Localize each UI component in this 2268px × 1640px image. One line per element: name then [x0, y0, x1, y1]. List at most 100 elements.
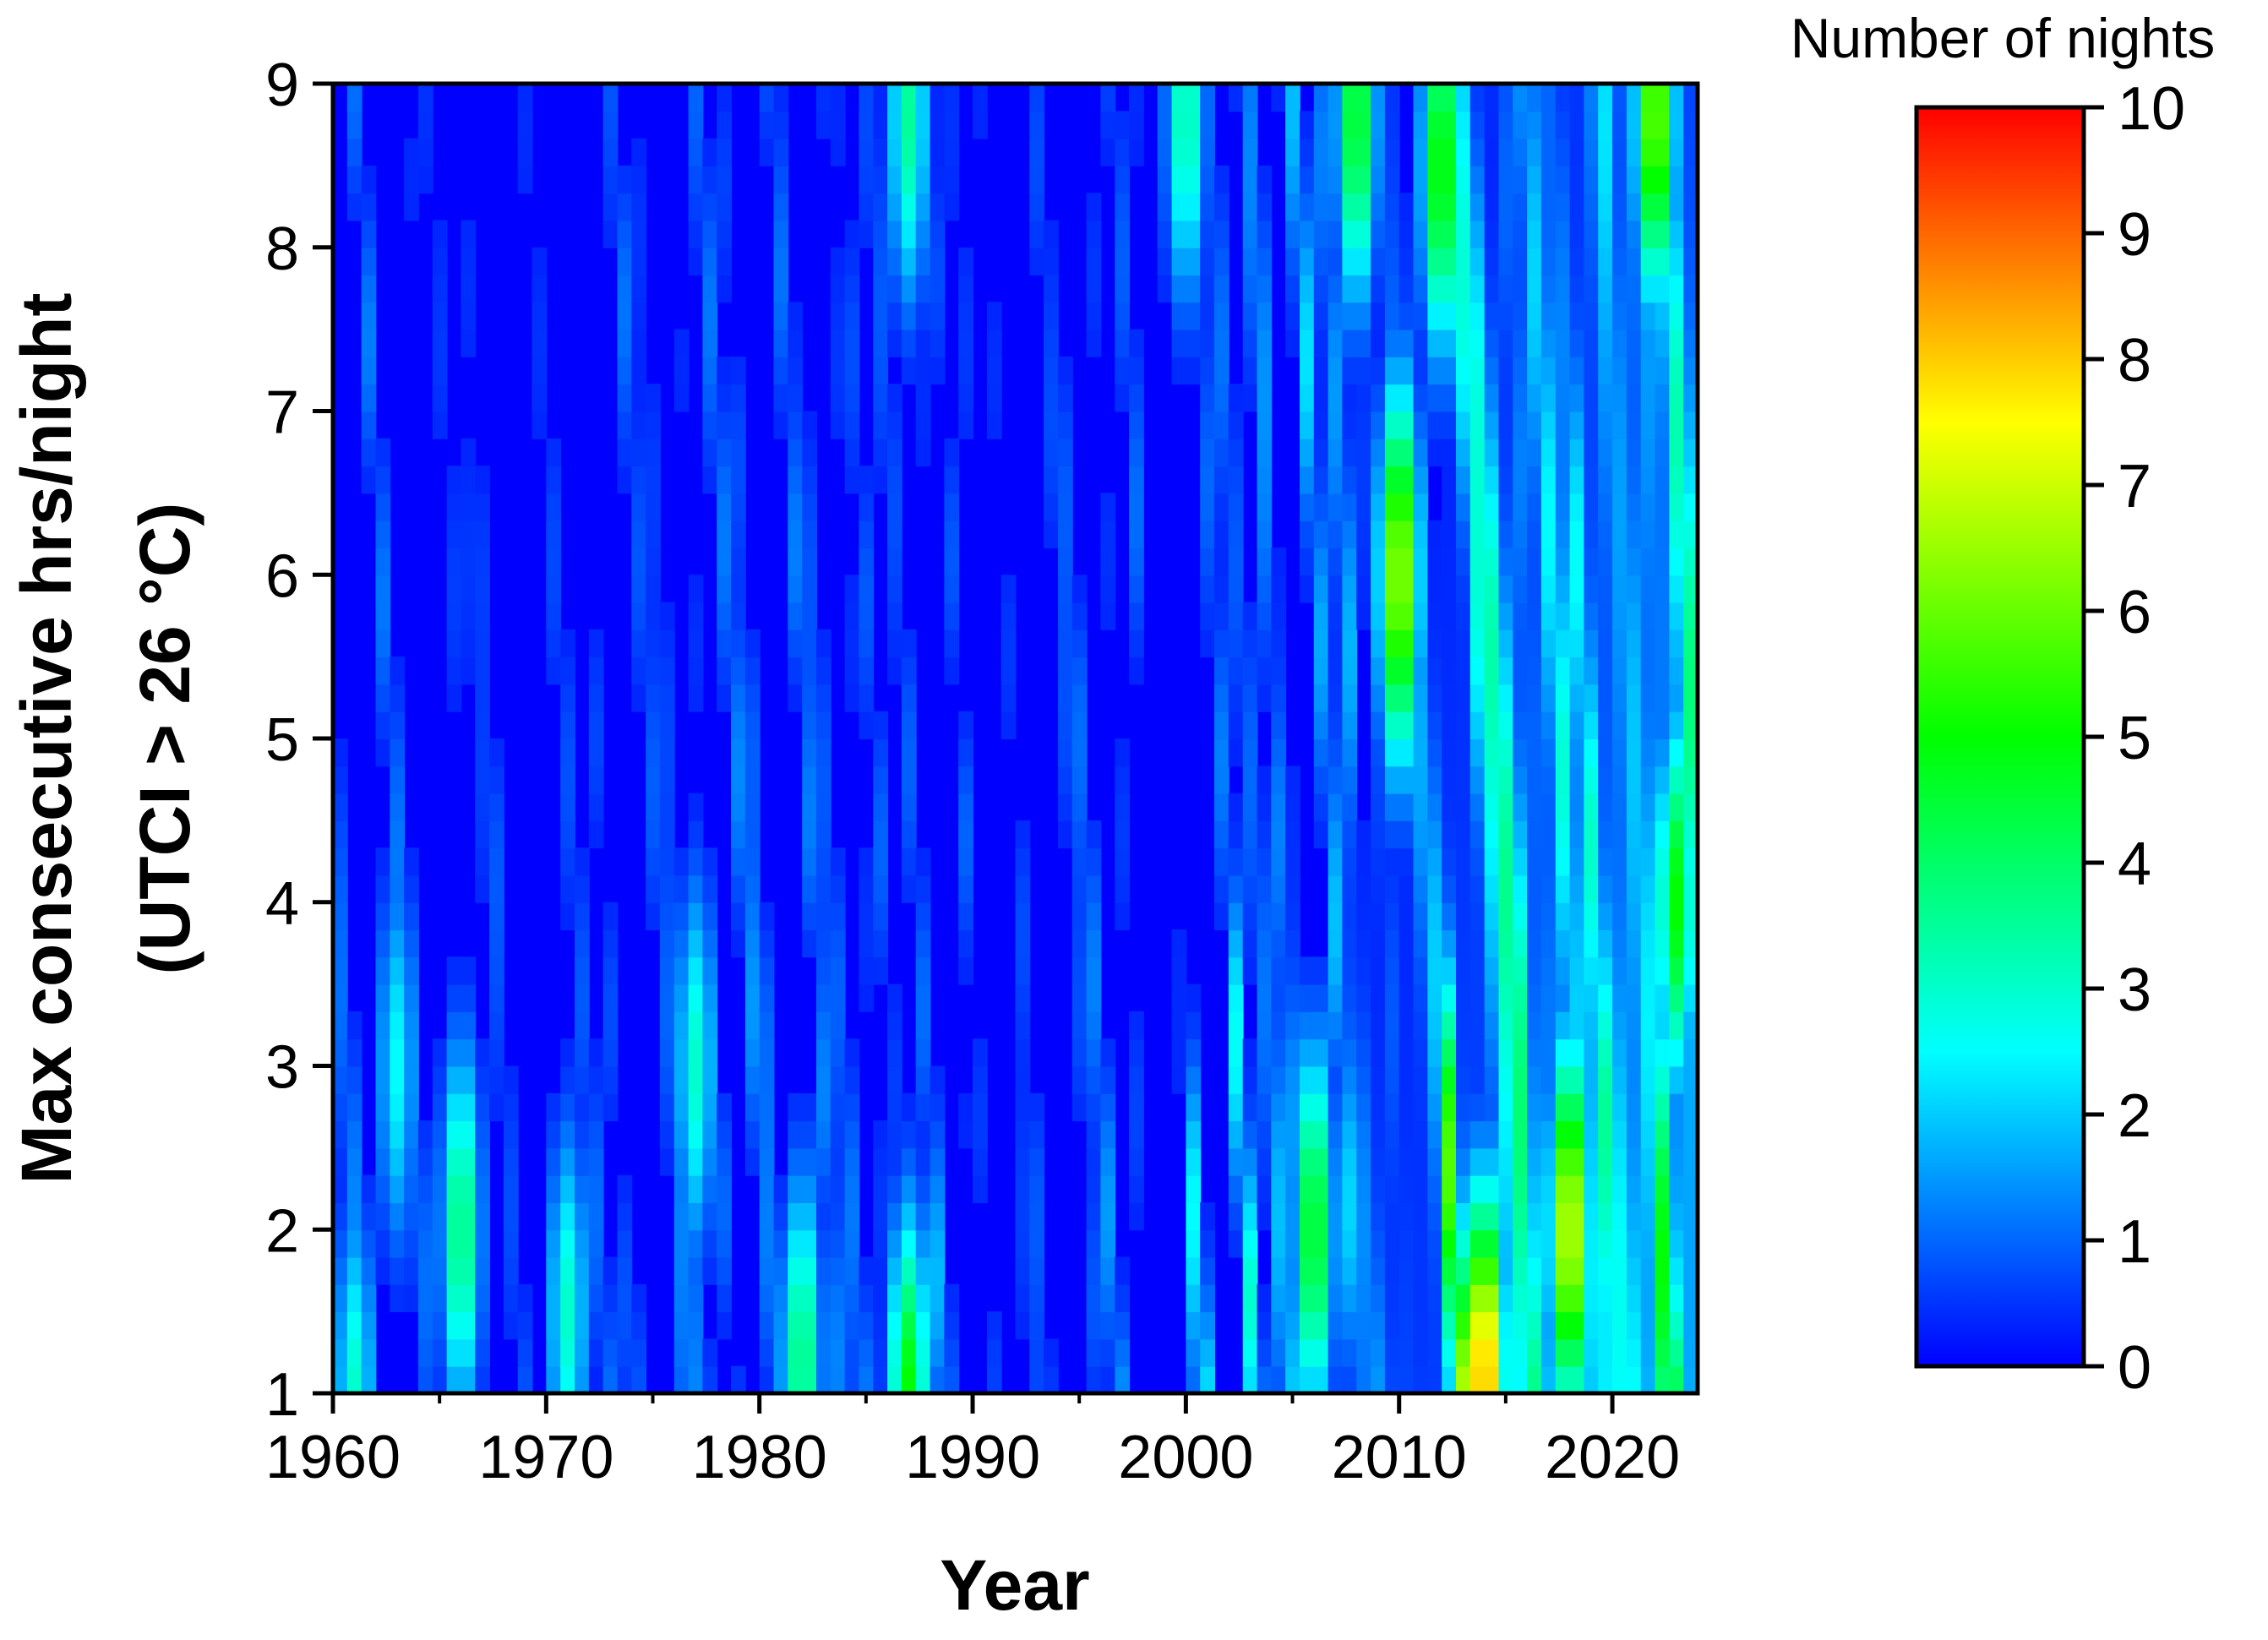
heatmap-cell: [1598, 820, 1613, 849]
heatmap-cell: [1683, 1038, 1698, 1067]
heatmap-cell: [1071, 629, 1088, 658]
heatmap-cell: [375, 1092, 391, 1122]
heatmap-cell: [1371, 220, 1386, 248]
heatmap-cell: [1640, 1065, 1656, 1094]
heatmap-cell: [1626, 657, 1642, 685]
heatmap-cell: [1555, 329, 1571, 357]
heatmap-cell: [873, 820, 889, 849]
heatmap-cell: [830, 929, 846, 958]
heatmap-cell: [1257, 302, 1273, 330]
heatmap-cell: [816, 929, 831, 958]
heatmap-cell: [1584, 1092, 1600, 1122]
heatmap-cell: [915, 1174, 931, 1203]
heatmap-cell: [816, 1038, 831, 1067]
heatmap-cell: [673, 1147, 690, 1176]
heatmap-cell: [717, 275, 732, 303]
heatmap-cell: [1371, 548, 1386, 576]
heatmap-cell: [1413, 766, 1429, 794]
heatmap-cell: [1427, 983, 1443, 1012]
heatmap-cell: [1640, 1256, 1656, 1285]
heatmap-cell: [1313, 193, 1329, 221]
heatmap-cell: [1484, 84, 1500, 112]
heatmap-cell: [1598, 738, 1613, 767]
heatmap-cell: [1285, 820, 1300, 849]
heatmap-cell: [1456, 929, 1471, 958]
heatmap-cell: [1257, 1283, 1273, 1313]
heatmap-cell: [788, 1092, 804, 1122]
heatmap-cell: [887, 1311, 902, 1340]
heatmap-cell: [1200, 602, 1215, 630]
heatmap-cell: [844, 466, 860, 494]
heatmap-cell: [1612, 657, 1627, 685]
heatmap-cell: [560, 657, 575, 685]
heatmap-cell: [1271, 1038, 1287, 1067]
heatmap-cell: [659, 629, 675, 658]
heatmap-cell: [788, 520, 804, 548]
heatmap-cell: [901, 1365, 917, 1393]
heatmap-cell: [1527, 1092, 1542, 1122]
heatmap-cell: [1242, 711, 1258, 739]
heatmap-cell: [1669, 493, 1685, 521]
heatmap-cell: [1569, 684, 1585, 712]
heatmap-cell: [717, 1229, 732, 1258]
heatmap-cell: [1413, 411, 1429, 439]
heatmap-cell: [901, 275, 917, 303]
heatmap-cell: [475, 629, 490, 658]
heatmap-cell: [1371, 1365, 1386, 1393]
heatmap-cell: [1626, 1147, 1642, 1176]
heatmap-cell: [1000, 575, 1017, 603]
heatmap-cell: [1384, 1092, 1400, 1122]
heatmap-cell: [617, 165, 633, 194]
heatmap-cell: [1271, 738, 1287, 767]
heatmap-cell: [617, 1202, 633, 1231]
heatmap-cell: [901, 138, 917, 166]
heatmap-cell: [1584, 275, 1600, 303]
heatmap-cell: [1513, 329, 1529, 357]
heatmap-cell: [461, 602, 477, 630]
heatmap-cell: [1371, 1174, 1386, 1203]
heatmap-cell: [915, 1256, 931, 1285]
heatmap-cell: [1371, 356, 1386, 385]
heatmap-cell: [1484, 411, 1500, 439]
heatmap-cell: [788, 356, 804, 385]
heatmap-cell: [1384, 575, 1400, 603]
heatmap-cell: [688, 1311, 704, 1340]
heatmap-cell: [673, 329, 690, 357]
heatmap-cell: [1640, 1174, 1656, 1203]
heatmap-cell: [1228, 1120, 1244, 1149]
heatmap-cell: [1469, 902, 1486, 931]
heatmap-cell: [844, 220, 860, 248]
heatmap-cell: [1584, 766, 1600, 794]
heatmap-cell: [1328, 629, 1344, 658]
heatmap-cell: [1469, 193, 1486, 221]
heatmap-cell: [1115, 874, 1131, 903]
heatmap-cell: [1285, 1174, 1300, 1203]
heatmap-cell: [446, 956, 462, 985]
heatmap-cell: [1569, 847, 1585, 876]
heatmap-cell: [1044, 329, 1059, 357]
heatmap-cell: [702, 302, 718, 330]
heatmap-cell: [859, 84, 875, 112]
heatmap-cell: [1498, 983, 1514, 1012]
heatmap-cell: [1498, 1011, 1514, 1040]
heatmap-cell: [1456, 548, 1471, 576]
heatmap-cell: [333, 1120, 348, 1149]
heatmap-cell: [1413, 275, 1429, 303]
heatmap-cell: [901, 165, 917, 194]
heatmap-cell: [673, 1174, 690, 1203]
heatmap-cell: [659, 874, 675, 903]
heatmap-cell: [1612, 602, 1627, 630]
heatmap-cell: [1669, 329, 1685, 357]
heatmap-cell: [1398, 356, 1415, 385]
heatmap-cell: [773, 1283, 789, 1313]
heatmap-cell: [1612, 1256, 1627, 1285]
heatmap-cell: [1171, 356, 1187, 385]
heatmap-cell: [1413, 1174, 1429, 1203]
heatmap-cell: [1683, 548, 1698, 576]
heatmap-cell: [1313, 247, 1329, 276]
heatmap-cell: [432, 384, 448, 412]
heatmap-cell: [1356, 1011, 1372, 1040]
heatmap-cell: [1371, 1283, 1386, 1313]
heatmap-cell: [1442, 874, 1457, 903]
heatmap-cell: [1456, 766, 1471, 794]
